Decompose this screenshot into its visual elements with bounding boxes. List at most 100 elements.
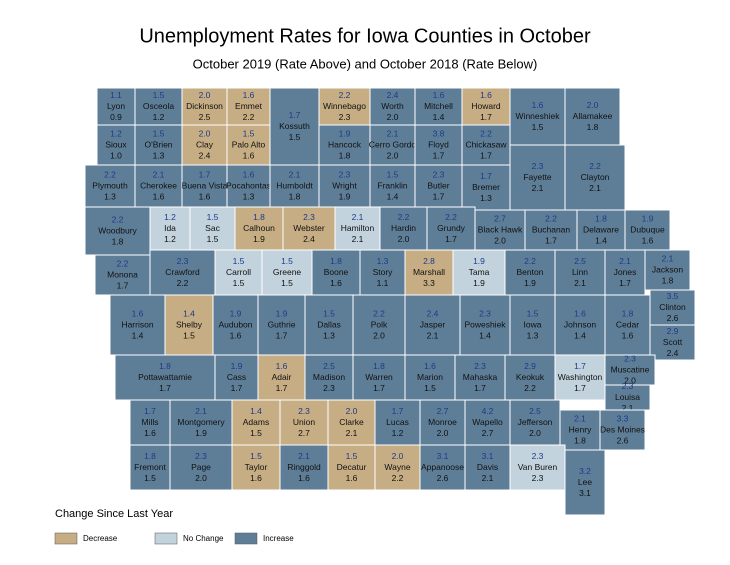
county-name: Madison	[313, 372, 345, 382]
rate-2018: 1.3	[480, 193, 492, 203]
county-name: Dallas	[317, 319, 341, 329]
rate-2019: 1.7	[392, 406, 404, 416]
rate-2018: 1.3	[323, 330, 335, 340]
county-shape	[327, 399, 376, 446]
county-shape	[181, 124, 228, 166]
rate-2018: 1.3	[153, 150, 165, 160]
county-shape	[359, 249, 406, 296]
rate-2018: 2.2	[524, 383, 536, 393]
county-shape	[84, 164, 136, 208]
county-name: Winneshiek	[516, 111, 561, 121]
county-shape	[318, 164, 371, 208]
county-name: Adams	[243, 417, 269, 427]
county-shape	[624, 209, 671, 251]
rate-2019: 2.2	[117, 258, 129, 268]
county-shape	[464, 444, 511, 491]
rate-2018: 2.0	[387, 112, 399, 122]
rate-2019: 2.1	[387, 128, 399, 138]
county-name: Jasper	[420, 319, 446, 329]
county-name: Keokuk	[516, 372, 545, 382]
rate-2019: 2.3	[624, 353, 636, 363]
legend-swatch	[54, 532, 78, 545]
county-name: Winnebago	[323, 101, 366, 111]
county-name: Van Buren	[518, 462, 558, 472]
rate-2019: 2.2	[545, 213, 557, 223]
rate-2018: 3.3	[423, 278, 435, 288]
rate-2018: 1.3	[104, 191, 116, 201]
county-name: Davis	[477, 462, 498, 472]
county-name: Delaware	[583, 224, 619, 234]
rate-2019: 2.5	[529, 406, 541, 416]
county-name: Johnson	[564, 319, 596, 329]
rate-2019: 3.5	[667, 291, 679, 301]
rate-2019: 1.9	[473, 256, 485, 266]
rate-2019: 1.7	[289, 110, 301, 120]
rate-2019: 2.2	[339, 90, 351, 100]
rate-2018: 1.5	[532, 122, 544, 132]
county-shape	[524, 209, 578, 251]
rate-2018: 1.6	[230, 330, 242, 340]
county-shape	[564, 144, 626, 211]
county-shape	[369, 164, 416, 208]
rate-2019: 3.2	[579, 466, 591, 476]
rate-2018: 1.6	[243, 150, 255, 160]
rate-2018: 1.9	[473, 278, 485, 288]
county-name: Linn	[572, 267, 588, 277]
county-name: Buchanan	[532, 224, 571, 234]
county-name: Muscatine	[611, 364, 650, 374]
county-name: Buena Vista	[182, 180, 228, 190]
county-name: Cedar	[616, 319, 639, 329]
rate-2019: 1.5	[153, 90, 165, 100]
rate-2018: 1.2	[153, 112, 165, 122]
rate-2018: 1.7	[373, 383, 385, 393]
county-name: Cerro Gordo	[369, 139, 417, 149]
county-name: Lucas	[386, 417, 409, 427]
rate-2019: 2.1	[352, 212, 364, 222]
rate-2019: 1.9	[642, 213, 654, 223]
county-name: Clayton	[581, 172, 610, 182]
county-shape	[257, 354, 306, 401]
rate-2019: 2.3	[474, 361, 486, 371]
county-name: Grundy	[437, 223, 466, 233]
legend-label: Increase	[263, 534, 294, 543]
county-name: Butler	[427, 180, 449, 190]
rate-2019: 2.0	[199, 128, 211, 138]
rate-2019: 1.6	[243, 90, 255, 100]
county-name: Clinton	[659, 302, 686, 312]
county-name: Poweshiek	[464, 319, 506, 329]
rate-2019: 1.9	[276, 308, 288, 318]
rate-2018: 2.1	[574, 278, 586, 288]
rate-2019: 2.5	[323, 361, 335, 371]
rate-2019: 1.2	[164, 212, 176, 222]
county-name: Plymouth	[92, 180, 128, 190]
county-shape	[231, 399, 281, 446]
rate-2019: 2.1	[662, 253, 674, 263]
county-name: Ida	[164, 223, 176, 233]
rate-2019: 1.6	[574, 308, 586, 318]
county-name: Guthrie	[268, 319, 296, 329]
rate-2019: 2.1	[195, 406, 207, 416]
legend-title: Change Since Last Year	[55, 508, 173, 520]
rate-2018: 1.7	[433, 150, 445, 160]
